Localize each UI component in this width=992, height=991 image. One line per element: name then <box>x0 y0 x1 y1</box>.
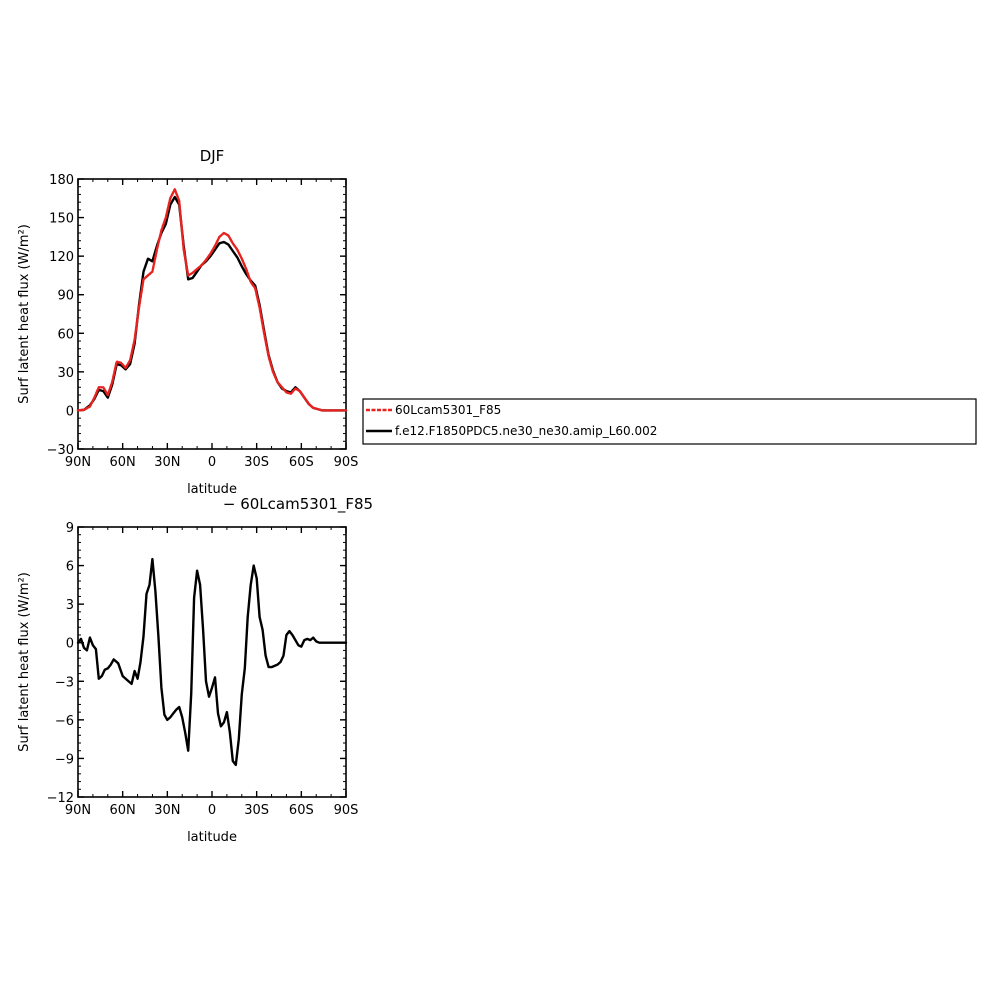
top-plot-frame <box>77 178 347 450</box>
top-y-tick-label: −30 <box>47 443 74 458</box>
top-y-tick-label: 120 <box>49 250 74 265</box>
top-x-tick-label: 90S <box>334 455 359 470</box>
bottom-chart-title: − 60Lcam5301_F85 <box>223 495 373 514</box>
bottom-x-tick-label: 60S <box>289 803 314 818</box>
top-ticks: 90N 60N 30N 0 30S 60S 90S −30 0 30 60 90 120 150 180 <box>47 173 359 470</box>
top-x-tick-label: 60S <box>289 455 314 470</box>
bottom-x-tick-label: 30S <box>244 803 269 818</box>
bottom-y-tick-label: 3 <box>66 598 74 613</box>
top-x-axis-title: latitude <box>187 482 237 497</box>
bottom-x-tick-label: 90N <box>65 803 91 818</box>
top-y-tick-label: 90 <box>57 289 74 304</box>
legend: 60Lcam5301_F85 f.e12.F1850PDC5.ne30_ne30… <box>362 398 977 445</box>
bottom-y-tick-label: 6 <box>66 560 74 575</box>
top-chart-title: DJF <box>200 147 225 165</box>
bottom-y-tick-label: 9 <box>66 521 74 536</box>
bottom-x-tick-label: 30N <box>154 803 180 818</box>
bottom-y-axis-title: Surf latent heat flux (W/m²) <box>17 572 32 752</box>
top-x-tick-label: 60N <box>110 455 136 470</box>
top-y-tick-label: 30 <box>57 366 74 381</box>
bottom-y-tick-label: −6 <box>55 714 74 729</box>
top-lines <box>76 188 348 412</box>
bottom-panel: 90N 60N 30N 0 30S 60S 90S −12 −9 −6 −3 0 3 6 9 − 60Lca… <box>17 495 373 845</box>
top-x-tick-label: 30S <box>244 455 269 470</box>
top-y-axis-title: Surf latent heat flux (W/m²) <box>17 224 32 404</box>
legend-box <box>362 398 977 445</box>
bottom-lines <box>76 557 348 767</box>
legend-label-series-1: 60Lcam5301_F85 <box>395 403 501 417</box>
top-x-tick-label: 30N <box>154 455 180 470</box>
bottom-y-tick-label: −12 <box>47 791 74 806</box>
top-series-line-1 <box>76 188 348 412</box>
bottom-ticks: 90N 60N 30N 0 30S 60S 90S −12 −9 −6 −3 0 3 6 9 <box>47 521 359 818</box>
top-y-tick-label: 0 <box>66 404 74 419</box>
top-x-tick-label: 90N <box>65 455 91 470</box>
top-y-tick-label: 150 <box>49 212 74 227</box>
top-panel: 90N 60N 30N 0 30S 60S 90S −30 0 30 60 90 120 150 180 D… <box>17 147 358 497</box>
bottom-y-tick-label: −9 <box>55 752 74 767</box>
bottom-series-line-1 <box>76 557 348 767</box>
bottom-x-axis-title: latitude <box>187 830 237 845</box>
top-series-line-2 <box>76 195 348 412</box>
top-x-tick-label: 0 <box>208 455 216 470</box>
bottom-x-tick-label: 90S <box>334 803 359 818</box>
bottom-x-tick-label: 0 <box>208 803 216 818</box>
bottom-y-tick-label: −3 <box>55 675 74 690</box>
bottom-y-tick-label: 0 <box>66 637 74 652</box>
top-y-tick-label: 180 <box>49 173 74 188</box>
top-y-tick-label: 60 <box>57 327 74 342</box>
bottom-x-tick-label: 60N <box>110 803 136 818</box>
legend-label-series-2: f.e12.F1850PDC5.ne30_ne30.amip_L60.002 <box>395 424 657 438</box>
